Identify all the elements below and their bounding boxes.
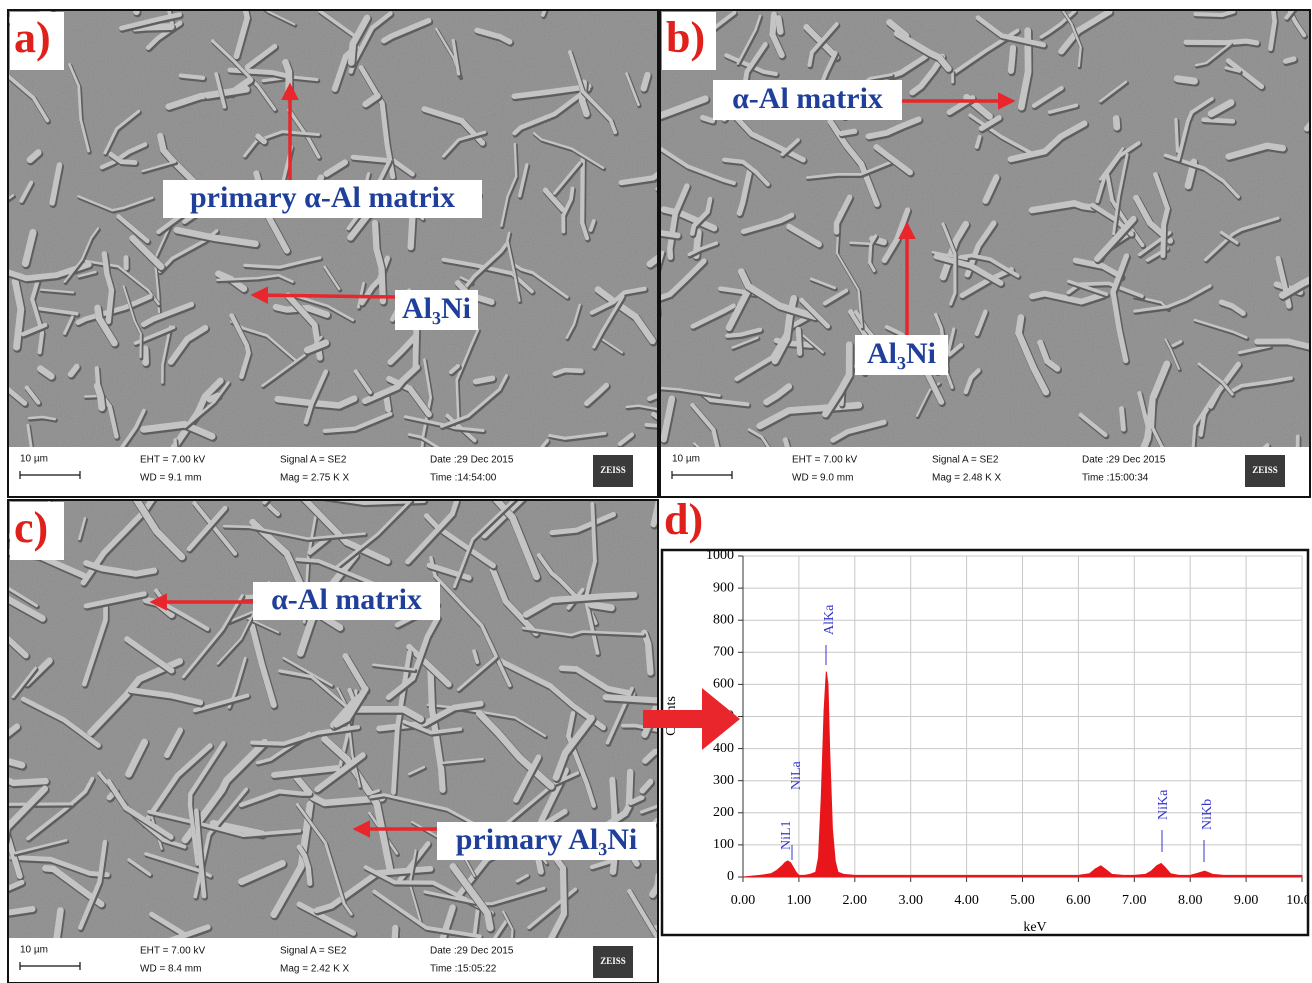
phase-particle [9, 909, 32, 913]
phase-particle [778, 18, 780, 31]
phase-particle [977, 137, 980, 147]
x-tick-label: 5.00 [1010, 893, 1035, 908]
y-tick-label: 400 [713, 741, 734, 756]
chart: 010020030040050060070080090010000.001.00… [663, 548, 1312, 935]
phase-particle [606, 697, 665, 701]
eht: EHT = 7.00 kV [140, 455, 205, 466]
peak-label: NiLa [789, 760, 804, 790]
phase-particle [1122, 409, 1124, 430]
wd: WD = 9.1 mm [140, 473, 201, 484]
micrograph [626, 0, 1312, 525]
phase-particle [851, 243, 871, 244]
eht: EHT = 7.00 kV [140, 946, 205, 957]
logo: ZEISS [1252, 465, 1278, 475]
phase-particle [841, 131, 854, 133]
y-tick-label: 600 [713, 677, 734, 692]
x-tick-label: 1.00 [787, 893, 812, 908]
phase-particle [798, 329, 799, 353]
logo: ZEISS [600, 956, 626, 966]
eht: EHT = 7.00 kV [792, 455, 857, 466]
peak-label: NiKa [1156, 789, 1171, 820]
phase-particle [258, 136, 264, 141]
annotation: primary Al₃Ni [456, 823, 637, 856]
page: {"panels": [ {"label": "a)", "annotation… [0, 0, 1312, 983]
wd: WD = 8.4 mm [140, 964, 201, 975]
y-tick-label: 700 [713, 645, 734, 660]
mag: Mag = 2.75 K X [280, 473, 350, 484]
x-tick-label: 3.00 [898, 893, 923, 908]
x-tick-label: 9.00 [1234, 893, 1259, 908]
annotation: α-Al matrix [271, 583, 422, 616]
phase-particle [145, 349, 146, 363]
arrow [254, 295, 395, 297]
signal: Signal A = SE2 [932, 455, 999, 466]
panel-label: c) [14, 503, 48, 552]
phase-particle [1286, 59, 1294, 61]
panel-label: a) [14, 13, 51, 62]
time: Time :15:00:34 [1082, 473, 1149, 484]
figure: 10 µm EHT = 7.00 kV WD = 9.1 mm Signal A = … [0, 0, 1312, 983]
time: Time :14:54:00 [430, 473, 497, 484]
signal: Signal A = SE2 [280, 946, 347, 957]
phase-particle [1186, 41, 1257, 43]
x-tick-label: 8.00 [1178, 893, 1203, 908]
scale-label: 10 µm [20, 945, 48, 956]
phase-particle [1176, 119, 1177, 151]
date: Date :29 Dec 2015 [1082, 455, 1166, 466]
scale-label: 10 µm [20, 454, 48, 465]
phase-particle [1011, 48, 1013, 71]
peak-label: NiKb [1200, 799, 1215, 830]
signal: Signal A = SE2 [280, 455, 347, 466]
x-tick-label: 2.00 [843, 893, 868, 908]
peak-label: AlKa [822, 604, 837, 635]
wd: WD = 9.0 mm [792, 473, 853, 484]
micrograph-noise [8, 10, 658, 447]
mag: Mag = 2.42 K X [280, 964, 350, 975]
y-tick-label: 900 [713, 580, 734, 595]
logo: ZEISS [600, 465, 626, 475]
micrograph [0, 0, 716, 512]
annotation: α-Al matrix [732, 82, 883, 115]
sem-panel: 10 µm EHT = 7.00 kV WD = 9.1 mm Signal A = … [0, 0, 716, 512]
y-tick-label: 0 [727, 869, 734, 884]
y-tick-label: 200 [713, 805, 734, 820]
date: Date :29 Dec 2015 [430, 455, 514, 466]
sem-panel: 10 µm EHT = 7.00 kV WD = 9.0 mm Signal A = … [626, 0, 1312, 525]
x-tick-label: 4.00 [954, 893, 979, 908]
x-tick-label: 7.00 [1122, 893, 1147, 908]
y-tick-label: 100 [713, 837, 734, 852]
panel-label: d) [664, 495, 703, 544]
phase-particle [97, 386, 101, 408]
phase-particle [644, 75, 648, 88]
time: Time :15:05:22 [430, 964, 497, 975]
y-tick-label: 300 [713, 773, 734, 788]
phase-particle [181, 76, 203, 78]
x-axis-label: keV [1023, 920, 1046, 935]
annotation: Al₃Ni [867, 337, 936, 370]
scale-label: 10 µm [672, 454, 700, 465]
y-tick-label: 800 [713, 612, 734, 627]
date: Date :29 Dec 2015 [430, 946, 514, 957]
phase-particle [1177, 79, 1194, 81]
phase-particle [476, 378, 493, 381]
x-tick-label: 0.00 [731, 893, 756, 908]
phase-particle [1116, 118, 1117, 127]
phase-particle [703, 118, 713, 121]
phase-particle [591, 605, 611, 608]
annotation: primary α-Al matrix [190, 181, 455, 214]
mag: Mag = 2.48 K X [932, 473, 1002, 484]
x-tick-label: 6.00 [1066, 893, 1091, 908]
panel-label: b) [666, 13, 705, 62]
annotation: Al₃Ni [402, 292, 471, 325]
phase-particle [1204, 120, 1233, 122]
